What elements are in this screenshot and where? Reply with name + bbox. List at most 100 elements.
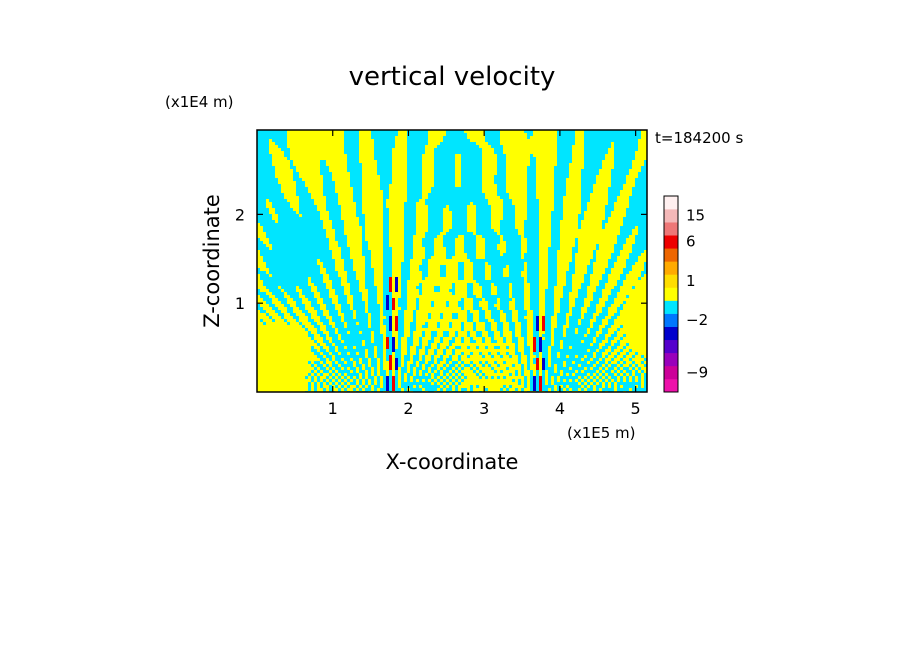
field-cell [584, 139, 588, 143]
field-cell [518, 169, 522, 173]
field-cell [260, 166, 264, 170]
field-cell [614, 187, 618, 191]
field-cell [344, 187, 348, 191]
field-cell [416, 130, 420, 134]
field-cell [512, 148, 516, 152]
field-cell [377, 214, 381, 218]
field-cell [392, 139, 396, 143]
field-cell [371, 178, 375, 182]
field-cell [635, 217, 639, 221]
field-cell [452, 223, 456, 227]
field-cell [452, 145, 456, 149]
field-cell [380, 133, 384, 137]
field-cell [302, 163, 306, 167]
field-cell [584, 214, 588, 218]
field-cell [590, 232, 594, 236]
field-cell [410, 229, 414, 233]
field-cell [542, 130, 546, 134]
field-cell [638, 154, 642, 158]
field-cell [488, 205, 492, 209]
field-cell [374, 232, 378, 236]
field-cell [551, 196, 555, 200]
field-cell [524, 136, 528, 140]
field-cell [410, 232, 414, 236]
field-cell [308, 130, 312, 134]
field-cell [401, 154, 405, 158]
field-cell [464, 217, 468, 221]
field-cell [605, 211, 609, 215]
field-cell [365, 217, 369, 221]
field-cell [437, 175, 441, 179]
field-cell [335, 241, 339, 245]
field-cell [602, 208, 606, 212]
field-cell [335, 142, 339, 146]
field-cell [482, 157, 486, 161]
field-cell [392, 133, 396, 137]
field-cell [263, 196, 267, 200]
field-cell [413, 223, 417, 227]
field-cell [368, 142, 372, 146]
field-cell [269, 160, 273, 164]
field-cell [398, 163, 402, 167]
field-cell [314, 190, 318, 194]
field-cell [269, 190, 273, 194]
field-cell [278, 148, 282, 152]
field-cell [548, 205, 552, 209]
field-cell [605, 226, 609, 230]
field-cell [359, 169, 363, 173]
field-cell [311, 169, 315, 173]
field-cell [329, 244, 333, 248]
field-cell [380, 148, 384, 152]
field-cell [587, 223, 591, 227]
field-cell [368, 148, 372, 152]
field-cell [566, 208, 570, 212]
field-cell [632, 136, 636, 140]
field-cell [626, 187, 630, 191]
field-cell [512, 199, 516, 203]
field-cell [557, 202, 561, 206]
field-cell [563, 220, 567, 224]
field-cell [299, 187, 303, 191]
field-cell [326, 214, 330, 218]
field-cell [542, 199, 546, 203]
field-cell [431, 163, 435, 167]
field-cell [284, 193, 288, 197]
field-cell [431, 220, 435, 224]
field-cell [452, 148, 456, 152]
field-cell [596, 226, 600, 230]
field-cell [383, 181, 387, 185]
field-cell [533, 145, 537, 149]
field-cell [386, 199, 390, 203]
field-cell [383, 142, 387, 146]
field-cell [335, 184, 339, 188]
field-cell [548, 226, 552, 230]
field-cell [359, 220, 363, 224]
field-cell [365, 157, 369, 161]
field-cell [425, 238, 429, 242]
field-cell [575, 241, 579, 245]
field-cell [356, 202, 360, 206]
field-cell [335, 223, 339, 227]
time-label: t=184200 s [655, 129, 743, 147]
field-cell [473, 133, 477, 137]
field-cell [581, 136, 585, 140]
field-cell [482, 235, 486, 239]
field-cell [503, 151, 507, 155]
field-cell [278, 184, 282, 188]
field-cell [374, 205, 378, 209]
field-cell [626, 199, 630, 203]
field-cell [410, 205, 414, 209]
field-cell [434, 223, 438, 227]
field-cell [608, 202, 612, 206]
field-cell [479, 166, 483, 170]
field-cell [584, 199, 588, 203]
field-cell [344, 229, 348, 233]
field-cell [317, 223, 321, 227]
field-cell [428, 160, 432, 164]
field-cell [578, 208, 582, 212]
field-cell [356, 187, 360, 191]
field-cell [509, 187, 513, 191]
field-cell [476, 238, 480, 242]
field-cell [296, 214, 300, 218]
field-cell [644, 184, 647, 188]
